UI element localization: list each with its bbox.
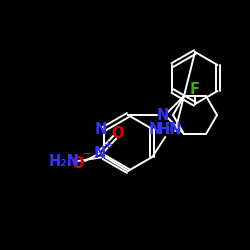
Text: N: N	[94, 122, 107, 136]
Text: O: O	[72, 156, 84, 170]
Text: N: N	[157, 108, 169, 122]
Text: N: N	[149, 122, 162, 136]
Text: +: +	[104, 140, 112, 150]
Text: O: O	[112, 126, 124, 140]
Text: H₂N: H₂N	[48, 154, 79, 170]
Text: N: N	[94, 146, 106, 160]
Text: HN: HN	[158, 122, 182, 136]
Text: F: F	[190, 82, 200, 98]
Text: −: −	[82, 149, 92, 159]
